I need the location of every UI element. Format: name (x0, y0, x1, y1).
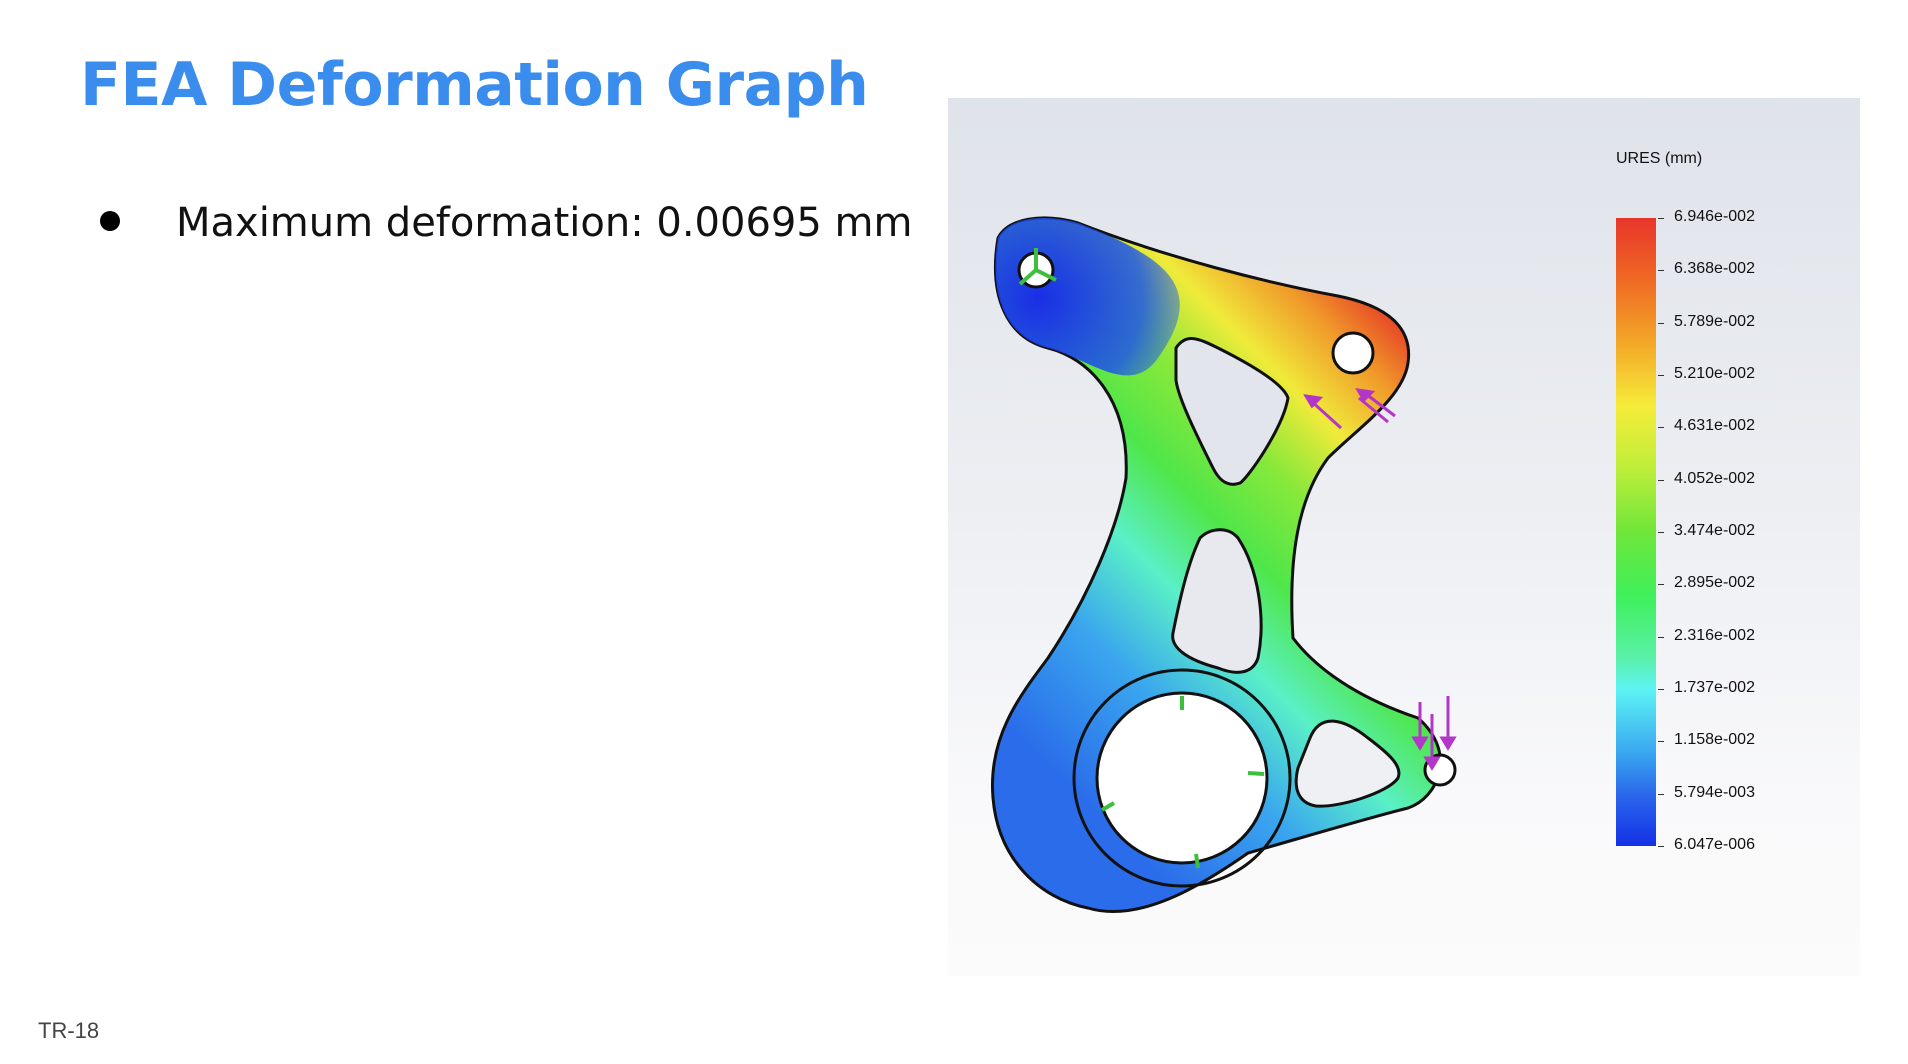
legend-tick-label: 4.052e-002 (1674, 469, 1755, 487)
load-arrows (1303, 388, 1457, 771)
load-arrow-head-icon (1303, 394, 1324, 409)
legend-tick-label: 3.474e-002 (1674, 522, 1755, 539)
load-arrow-head-icon (1411, 736, 1429, 751)
legend-tick-label: 5.794e-003 (1674, 783, 1755, 801)
legend-tick-label: 5.789e-002 (1674, 312, 1755, 330)
legend-tick-label: 2.895e-002 (1674, 574, 1755, 592)
deformation-plot (990, 216, 1457, 914)
fixture-arrow-icon (1035, 268, 1057, 282)
cutout-middle (1171, 528, 1263, 674)
legend-tick-label: 2.316e-002 (1674, 626, 1755, 644)
legend-title: URES (mm) (1616, 150, 1703, 167)
legend-colorbar (1616, 218, 1656, 846)
bullet-text: Maximum deformation: 0.00695 mm (176, 200, 913, 246)
legend-tick-label: 6.047e-006 (1674, 836, 1755, 853)
legend-tick (1658, 375, 1664, 376)
legend-tick (1658, 689, 1664, 690)
bullet-item: Maximum deformation: 0.00695 mm (100, 200, 912, 246)
load-arrow-head-icon (1439, 736, 1457, 751)
fixture-arrow-icon (1194, 853, 1200, 869)
legend-tick (1658, 793, 1664, 795)
legend-tick-label: 6.368e-002 (1674, 260, 1755, 278)
legend-tick (1658, 636, 1664, 638)
legend-tick (1658, 322, 1664, 324)
fixture-arrows (1018, 248, 1265, 869)
fea-deformation-image: URES (mm) 6.946e-002 6.368e-002 5.789e-002… (948, 98, 1860, 976)
load-arrow-head-icon (1423, 756, 1441, 771)
legend-tick-label: 4.631e-002 (1674, 417, 1755, 435)
fixture-arrow-icon (1018, 268, 1038, 286)
slide-footer: TR-18 (38, 1018, 100, 1043)
load-arrow-head-icon (1355, 388, 1376, 403)
cutout-lower (1294, 719, 1401, 808)
low-deformation-region (995, 218, 1180, 376)
slide-title: FEA Deformation Graph (80, 50, 869, 120)
load-arrow-icon (1365, 392, 1396, 418)
legend-tick (1658, 427, 1664, 429)
bore-ring-outer (1072, 668, 1292, 888)
fixture-arrow-icon (1247, 771, 1265, 776)
cutout-upper (1174, 337, 1290, 486)
legend-tick (1658, 532, 1664, 533)
legend-tick-label: 6.946e-002 (1674, 208, 1755, 225)
legend-tick (1658, 741, 1664, 743)
legend-tick-label: 5.210e-002 (1674, 365, 1755, 382)
legend-tick (1658, 846, 1664, 847)
legend-tick (1658, 218, 1664, 219)
legend-tick (1658, 270, 1664, 272)
legend-tick-label: 1.737e-002 (1674, 679, 1755, 696)
bullet-dot-icon (100, 211, 120, 231)
legend-tick (1658, 479, 1664, 481)
fixture-arrow-icon (1100, 801, 1116, 812)
legend-tick-label: 1.158e-002 (1674, 731, 1755, 749)
legend-tick (1658, 584, 1664, 586)
bore-hole (1095, 691, 1269, 865)
hole-top-right (1331, 331, 1375, 375)
